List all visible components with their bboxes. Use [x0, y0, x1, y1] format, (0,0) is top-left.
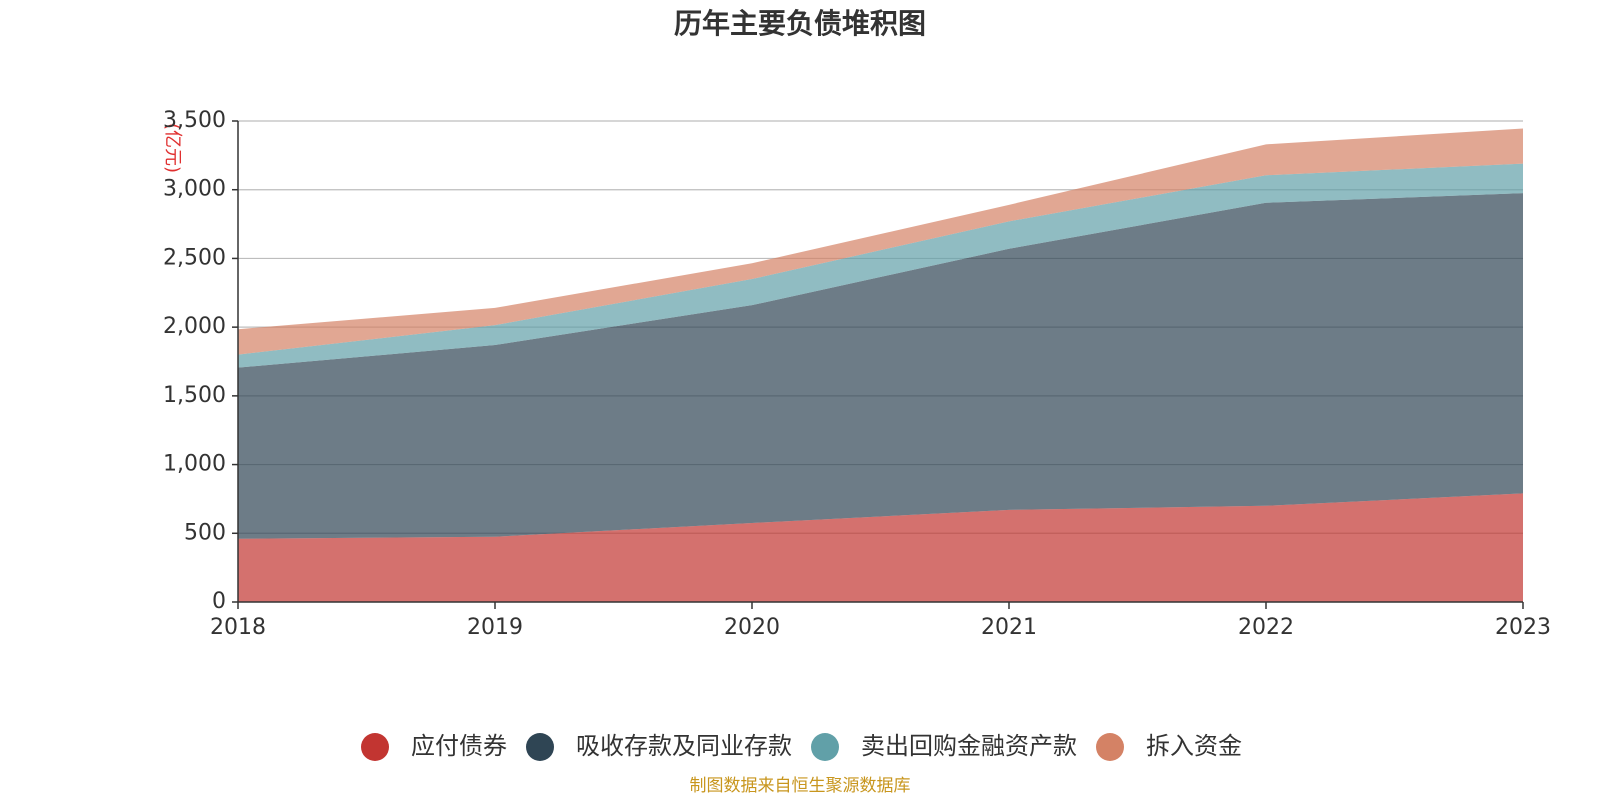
legend-swatch	[361, 733, 389, 761]
legend-item[interactable]: 应付债券	[361, 732, 507, 761]
x-tick-label: 2018	[210, 615, 266, 640]
legend-item[interactable]: 拆入资金	[1096, 732, 1242, 761]
area-series-1	[238, 493, 1523, 602]
area-series-2	[238, 193, 1523, 539]
y-axis-unit: (亿元)	[162, 123, 183, 173]
legend-label: 卖出回购金融资产款	[861, 732, 1077, 760]
x-tick-label: 2020	[724, 615, 780, 640]
legend-label: 应付债券	[411, 732, 507, 760]
y-tick-label: 2,000	[163, 314, 226, 339]
x-tick-label: 2019	[467, 615, 523, 640]
area-series-4	[238, 128, 1523, 355]
y-tick-label: 3,500	[163, 108, 226, 133]
legend-label: 拆入资金	[1146, 732, 1242, 760]
axes: 0 500 1,000 1,500 2,000 2,500 3,000 3,500 2018 20…	[163, 108, 1551, 640]
chart-title: 历年主要负债堆积图	[674, 7, 926, 40]
legend-item[interactable]: 吸收存款及同业存款	[526, 732, 792, 761]
area-series-3	[238, 163, 1523, 368]
legend-swatch	[811, 733, 839, 761]
source-note: 制图数据来自恒生聚源数据库	[690, 776, 911, 796]
x-tick-label: 2022	[1238, 615, 1294, 640]
legend-swatch	[1096, 733, 1124, 761]
x-tick-label: 2021	[981, 615, 1037, 640]
y-tick-label: 2,500	[163, 245, 226, 270]
y-tick-label: 3,000	[163, 177, 226, 202]
legend-label: 吸收存款及同业存款	[576, 732, 792, 760]
area-series	[238, 128, 1523, 602]
legend: 应付债券 吸收存款及同业存款 卖出回购金融资产款 拆入资金	[361, 732, 1242, 761]
y-tick-label: 500	[184, 520, 226, 545]
legend-swatch	[526, 733, 554, 761]
x-tick-label: 2023	[1495, 615, 1551, 640]
y-tick-label: 0	[212, 589, 226, 614]
y-tick-label: 1,500	[163, 383, 226, 408]
legend-item[interactable]: 卖出回购金融资产款	[811, 732, 1077, 761]
y-tick-label: 1,000	[163, 452, 226, 477]
